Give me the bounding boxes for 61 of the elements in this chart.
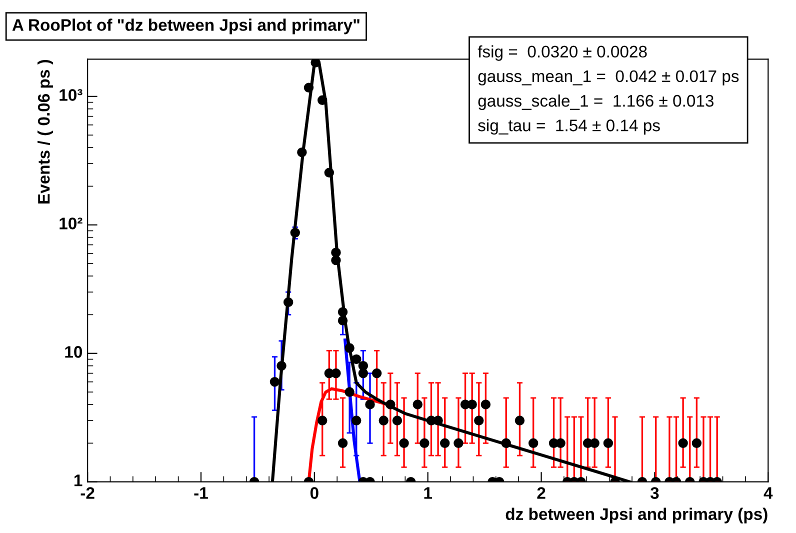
point <box>603 438 614 448</box>
point <box>297 147 307 158</box>
point <box>590 438 600 448</box>
point <box>365 400 375 410</box>
point <box>352 416 362 426</box>
point <box>420 438 430 448</box>
point <box>270 377 280 387</box>
point <box>310 59 320 68</box>
point <box>433 416 443 426</box>
point <box>467 400 477 410</box>
x-tick-label: 2 <box>537 487 546 499</box>
point <box>514 416 525 426</box>
point <box>304 82 314 93</box>
annotation: fsig = 0.0320 ± 0.0028 <box>478 45 647 61</box>
point <box>338 438 348 448</box>
y-tick-label: 10 <box>65 346 82 358</box>
annotation: gauss_mean_1 = 0.042 ± 0.017 ps <box>478 70 739 86</box>
point <box>399 438 409 448</box>
chart-title: A RooPlot of "dz between Jpsi and primary" <box>12 18 360 34</box>
x-tick-label: -1 <box>194 487 208 499</box>
point <box>386 400 396 410</box>
point <box>318 416 328 426</box>
point <box>412 400 423 410</box>
point <box>324 168 334 178</box>
point <box>392 416 402 426</box>
y-axis-title: Events / ( 0.06 ps ) <box>38 60 54 204</box>
annotation: gauss_scale_1 = 1.166 ± 0.013 <box>478 94 714 110</box>
point <box>283 297 294 308</box>
point <box>338 307 348 317</box>
point <box>331 255 341 266</box>
point <box>378 416 388 426</box>
point <box>344 343 354 353</box>
x-tick-label: 3 <box>650 487 659 499</box>
point <box>692 438 702 448</box>
point <box>338 316 348 326</box>
point <box>474 416 484 426</box>
point <box>454 438 464 448</box>
y-tick-label: 1 <box>74 474 82 486</box>
y-tick-label: 10³ <box>60 89 82 101</box>
point <box>678 438 688 448</box>
point <box>501 438 511 448</box>
point <box>528 438 538 448</box>
x-tick-label: 1 <box>424 487 432 499</box>
x-tick-label: -2 <box>80 487 94 499</box>
point <box>556 438 566 448</box>
point <box>331 248 341 258</box>
y-tick-label: 10² <box>60 218 82 230</box>
point <box>290 228 300 238</box>
point <box>344 387 354 397</box>
x-tick-label: 4 <box>764 487 773 499</box>
point <box>331 368 341 378</box>
annotation: sig_tau = 1.54 ± 0.14 ps <box>478 119 660 135</box>
point <box>440 438 450 448</box>
point <box>480 400 491 410</box>
point <box>276 360 286 371</box>
point <box>318 95 328 106</box>
point <box>358 360 368 371</box>
point <box>372 368 382 378</box>
x-axis-title: dz between Jpsi and primary (ps) <box>506 508 768 524</box>
point <box>352 354 362 364</box>
x-tick-label: 0 <box>310 487 318 499</box>
